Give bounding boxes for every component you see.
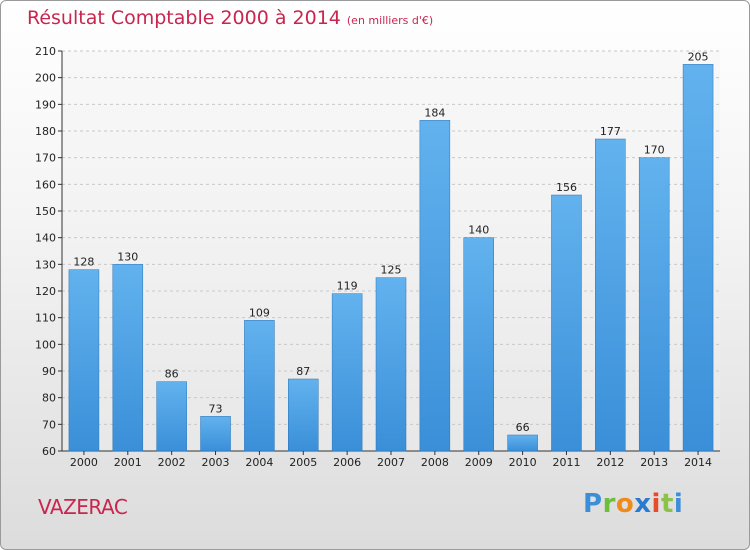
- y-tick-label: 140: [35, 232, 56, 245]
- x-tick-label: 2003: [202, 456, 230, 469]
- y-tick-label: 70: [42, 418, 56, 431]
- bar-value-label: 66: [516, 421, 530, 434]
- y-tick-label: 90: [42, 365, 56, 378]
- chart-title: Résultat Comptable 2000 à 2014 (en millie…: [27, 7, 433, 29]
- bar: [638, 157, 670, 452]
- y-tick-label: 110: [35, 312, 56, 325]
- y-tick-label: 160: [35, 178, 56, 191]
- y-tick-label: 120: [35, 285, 56, 298]
- bar-value-label: 86: [165, 368, 179, 381]
- x-tick-label: 2005: [289, 456, 317, 469]
- title-text: Résultat Comptable 2000 à 2014: [27, 7, 341, 29]
- x-tick-label: 2000: [70, 456, 98, 469]
- x-tick-label: 2002: [158, 456, 186, 469]
- proxiti-logo: Proxiti: [583, 489, 684, 519]
- x-tick-label: 2007: [377, 456, 405, 469]
- y-tick-label: 180: [35, 125, 56, 138]
- commune-name: VAZERAC: [38, 495, 128, 519]
- bar-value-label: 184: [424, 106, 445, 119]
- bar-value-label: 109: [249, 306, 270, 319]
- title-unit: (en milliers d'€): [346, 14, 434, 27]
- bar-value-label: 87: [296, 365, 310, 378]
- y-tick-label: 130: [35, 258, 56, 271]
- bar-value-label: 170: [644, 144, 665, 157]
- y-tick-label: 170: [35, 152, 56, 165]
- bar: [507, 434, 538, 452]
- bar-value-label: 156: [556, 181, 577, 194]
- x-tick-label: 2004: [245, 456, 273, 469]
- bar-value-label: 140: [468, 224, 489, 237]
- bar: [375, 277, 407, 452]
- bar-value-label: 177: [600, 125, 621, 138]
- x-tick-label: 2009: [465, 456, 493, 469]
- bar-value-label: 73: [209, 402, 223, 415]
- x-tick-label: 2008: [421, 456, 449, 469]
- x-tick-label: 2001: [114, 456, 142, 469]
- bar: [112, 264, 144, 452]
- bar: [200, 416, 231, 452]
- bar-value-label: 130: [117, 250, 138, 263]
- y-tick-label: 60: [42, 445, 56, 458]
- y-tick-label: 210: [35, 45, 56, 58]
- bar: [68, 269, 100, 452]
- x-tick-label: 2014: [684, 456, 712, 469]
- bar: [156, 381, 187, 452]
- bar-value-label: 119: [337, 280, 358, 293]
- y-tick-label: 190: [35, 98, 56, 111]
- y-tick-label: 150: [35, 205, 56, 218]
- y-tick-label: 80: [42, 392, 56, 405]
- y-tick-label: 100: [35, 338, 56, 351]
- bar: [331, 293, 363, 452]
- bar-value-label: 125: [381, 264, 402, 277]
- x-tick-label: 2013: [640, 456, 668, 469]
- bar: [463, 237, 494, 452]
- bar: [595, 138, 626, 452]
- x-tick-label: 2011: [552, 456, 580, 469]
- x-tick-label: 2006: [333, 456, 361, 469]
- bar: [419, 120, 451, 452]
- bar: [244, 320, 275, 452]
- x-tick-label: 2012: [596, 456, 624, 469]
- bar: [551, 194, 582, 452]
- bar-value-label: 128: [73, 256, 94, 269]
- bar: [682, 64, 714, 452]
- x-tick-label: 2010: [509, 456, 537, 469]
- y-tick-label: 200: [35, 72, 56, 85]
- bar-value-label: 205: [688, 50, 709, 63]
- bar: [288, 378, 319, 452]
